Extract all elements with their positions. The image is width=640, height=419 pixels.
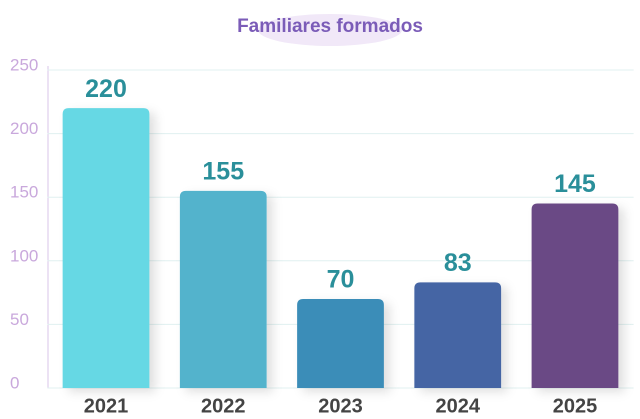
bar <box>297 298 384 388</box>
x-tick-label: 2023 <box>318 395 363 417</box>
value-label: 70 <box>327 266 355 294</box>
x-tick-label: 2024 <box>435 395 480 417</box>
y-tick-label: 100 <box>10 246 38 265</box>
bar <box>414 282 502 388</box>
value-label: 220 <box>85 75 127 103</box>
y-tick-label: 50 <box>10 310 29 329</box>
y-tick-label: 150 <box>10 183 38 202</box>
y-tick-label: 200 <box>10 119 38 138</box>
y-tick-label: 250 <box>10 55 38 74</box>
x-tick-label: 2022 <box>201 395 246 417</box>
y-tick-label: 0 <box>10 373 19 392</box>
value-label: 83 <box>444 249 472 277</box>
bar <box>531 203 619 388</box>
x-tick-label: 2021 <box>84 395 129 417</box>
value-label: 145 <box>554 170 596 198</box>
bar <box>62 108 150 388</box>
chart-title: Familiares formados <box>237 16 423 37</box>
value-label: 155 <box>202 157 244 185</box>
title-highlight <box>258 14 402 46</box>
x-tick-label: 2025 <box>553 395 598 417</box>
bar <box>179 190 267 388</box>
